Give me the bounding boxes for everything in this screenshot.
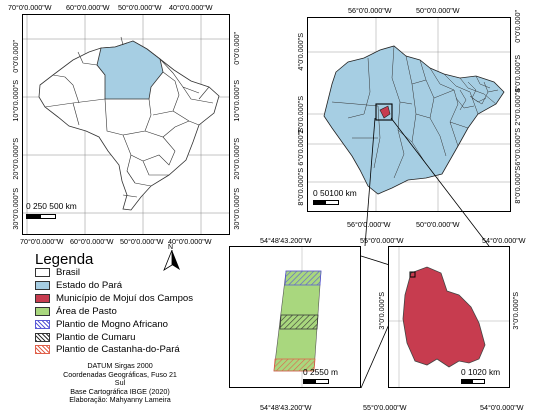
mojui-bottom-tick-1: 55°0'0.000"W — [363, 403, 407, 412]
mogno-plot — [284, 270, 322, 286]
brazil-right-tick-1: 0°0'0.000" — [232, 32, 241, 65]
credits: DATUM Sirgas 2000 Coordenadas Geográfica… — [60, 361, 180, 405]
farm-scale-bar — [303, 379, 329, 384]
legend-swatch — [35, 280, 50, 290]
para-left-tick-3: 6°0'0.000"S — [296, 128, 305, 166]
para-top-tick-1: 56°0'0.000"W — [348, 6, 392, 15]
legend-label: Plantio de Cumaru — [56, 331, 136, 343]
brazil-right-tick-2: 10°0'0.000"S — [232, 80, 241, 122]
brazil-bottom-tick-4: 40°0'0.000"W — [168, 237, 212, 246]
para-right-tick-1: 0°0'0.000" — [513, 10, 522, 43]
north-label: N — [168, 244, 174, 251]
brazil-top-tick-3: 50°0'0.000"W — [118, 3, 162, 12]
para-map: 0 50100 km — [307, 17, 511, 212]
para-left-tick-4: 8°0'0.000"S — [296, 168, 305, 206]
cumaru-plot — [279, 314, 319, 330]
mojui-scale-label: 0 1020 km — [461, 367, 501, 377]
legend-swatch — [35, 293, 50, 303]
brazil-bottom-tick-2: 60°0'0.000"W — [70, 237, 114, 246]
mojui-outline — [402, 266, 486, 368]
brazil-right-tick-4: 30°0'0.000"S — [232, 188, 241, 230]
credits-coordinates: Coordenadas Geográficas, Fuso 21 Sul — [63, 369, 177, 388]
para-right-tick-4: 6°0'0.000"S — [513, 128, 522, 166]
para-scale-label: 0 50100 km — [313, 188, 357, 198]
legend-swatch — [35, 345, 50, 355]
mojui-top-tick-1: 55°0'0.000"W — [360, 236, 404, 245]
farm-map: 0 2550 m — [229, 246, 361, 388]
mojui-top-tick-2: 54°0'0.000"W — [482, 236, 526, 245]
legend-label: Brasil — [56, 267, 80, 278]
north-arrow: N — [160, 244, 184, 272]
farm-bottom-tick: 54°48'43.200"W — [260, 403, 312, 412]
brazil-left-tick-3: 20°0'0.000"S — [11, 138, 20, 180]
brazil-right-tick-3: 20°0'0.000"S — [232, 138, 241, 180]
legend-label: Estado do Pará — [56, 279, 123, 291]
brazil-bottom-tick-1: 70°0'0.000"W — [20, 237, 64, 246]
brazil-top-tick-2: 60°0'0.000"W — [66, 3, 110, 12]
mojui-right-tick: 3°0'0.000"S — [511, 292, 520, 330]
north-arrow-icon — [163, 250, 180, 271]
brazil-top-tick-1: 70°0'0.000"W — [8, 3, 52, 12]
para-left-tick-1: 4°0'0.000"S — [296, 33, 305, 71]
legend-swatch — [35, 332, 50, 342]
legend-label: Plantio de Mogno Africano — [56, 318, 169, 330]
para-locator-box — [375, 103, 393, 121]
mojui-map-drawing — [389, 247, 509, 387]
credits-author: Elaboração: Mahyanny Lameira — [69, 395, 171, 405]
para-map-drawing — [308, 18, 510, 211]
farm-scale-label: 0 2550 m — [303, 367, 338, 377]
farm-top-tick: 54°48'43.200"W — [260, 236, 312, 245]
brazil-left-tick-1: 0°0'0.000" — [11, 40, 20, 73]
brazil-map: 0 250 500 km — [22, 14, 230, 235]
legend-swatch — [35, 319, 50, 329]
brazil-scale-label: 0 250 500 km — [26, 201, 77, 211]
legend-swatch — [35, 306, 50, 316]
credits-datum: DATUM Sirgas 2000 — [87, 361, 153, 370]
para-right-tick-5: 8°0'0.000"S — [513, 166, 522, 204]
credits-base: Base Cartográfica IBGE (2020) — [70, 386, 170, 396]
legend-swatch — [35, 268, 50, 277]
para-top-tick-2: 50°0'0.000"W — [416, 6, 460, 15]
legend-label: Município de Mojuí dos Campos — [56, 292, 194, 304]
brazil-scale-bar — [26, 214, 56, 219]
legend-label: Plantio de Castanha-do-Pará — [56, 344, 180, 356]
farm-locator-box — [409, 271, 416, 278]
para-scale-bar — [313, 200, 339, 205]
para-right-tick-3: 4°0'0.000"S — [513, 55, 522, 93]
brazil-left-tick-4: 30°0'0.000"S — [11, 188, 20, 230]
brazil-bottom-tick-3: 50°0'0.000"W — [120, 237, 164, 246]
brazil-top-tick-4: 40°0'0.000"W — [169, 3, 213, 12]
farm-map-drawing — [273, 247, 322, 387]
legend-label: Área de Pasto — [56, 305, 117, 317]
mojui-bottom-tick-2: 54°0'0.000"W — [480, 403, 524, 412]
mojui-map: 0 1020 km — [388, 246, 510, 388]
mojui-highlight — [379, 105, 391, 119]
brazil-left-tick-2: 10°0'0.000"S — [11, 80, 20, 122]
para-bottom-tick-1: 56°0'0.000"W — [347, 220, 391, 229]
castanha-plot — [273, 358, 316, 372]
mojui-left-tick: 3°0'0.000"S — [377, 292, 386, 330]
para-right-tick-2: 2°0'0.000"S — [513, 88, 522, 126]
brazil-map-drawing — [23, 15, 229, 234]
legend-title: Legenda — [35, 251, 94, 268]
para-bottom-tick-2: 50°0'0.000"W — [416, 220, 460, 229]
mojui-scale-bar — [461, 379, 485, 384]
para-outline — [323, 45, 505, 195]
